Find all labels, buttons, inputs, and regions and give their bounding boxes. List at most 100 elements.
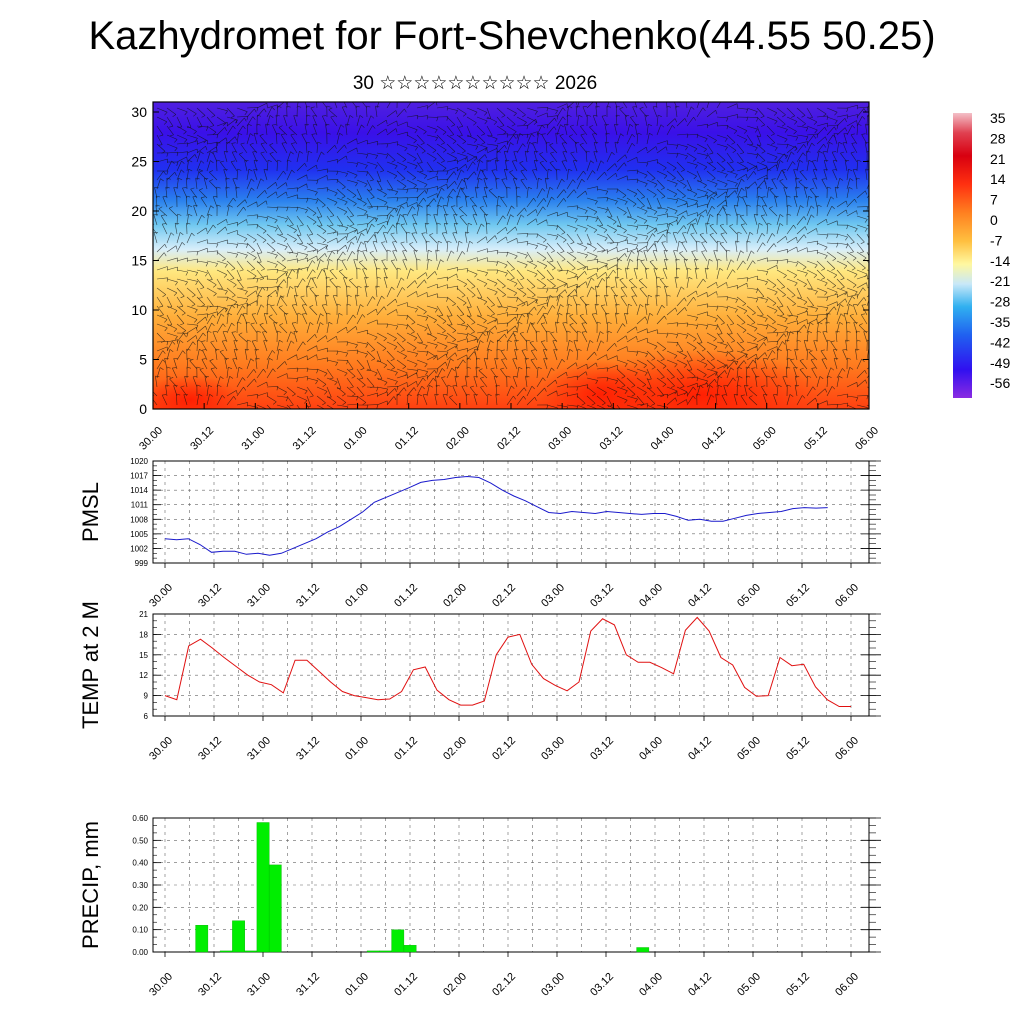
wind-barb [706, 378, 715, 388]
heatmap-xtick-label: 03.12 [597, 425, 625, 453]
wind-barb [356, 206, 368, 212]
wind-barb-flag [622, 195, 627, 198]
wind-barb-flag [802, 152, 806, 156]
wind-barb-flag [732, 269, 736, 273]
wind-barb [536, 305, 544, 316]
wind-barb-flag [640, 259, 645, 262]
wind-barb [766, 134, 776, 143]
wind-barb-flag [616, 114, 621, 117]
wind-barb-flag [861, 267, 866, 271]
wind-barb [736, 250, 741, 262]
wind-barb-flag [772, 367, 777, 369]
wind-barb-flag [470, 196, 475, 199]
wind-barb [546, 404, 558, 409]
wind-barb [486, 393, 489, 406]
wind-barb [672, 232, 678, 244]
wind-barb-flag [715, 110, 718, 115]
wind-barb-flag [693, 175, 697, 180]
wind-barb-flag [329, 258, 333, 262]
wind-barb [576, 348, 579, 361]
wind-barb-flag [574, 228, 578, 232]
wind-barb [232, 358, 238, 370]
wind-barb [386, 332, 397, 339]
wind-barb-flag [856, 120, 858, 125]
wind-barb [836, 200, 847, 208]
wind-barb-flag [326, 132, 331, 135]
wind-barb [742, 196, 748, 208]
wind-barb-flag [185, 281, 188, 286]
wind-barb-flag [328, 107, 333, 110]
wind-barb [176, 107, 188, 113]
wind-barb-flag [172, 341, 176, 345]
wind-barb [576, 190, 586, 199]
wind-barb-flag [615, 312, 620, 315]
wind-barb [376, 359, 387, 366]
wind-barb-flag [452, 330, 457, 334]
wind-barb [186, 323, 198, 326]
wind-barb [296, 215, 304, 226]
wind-barb-flag [753, 338, 757, 342]
wind-barb [166, 278, 178, 283]
wind-barb [796, 216, 805, 226]
wind-barb [386, 206, 398, 210]
wind-barb [276, 361, 286, 370]
wind-barb [581, 332, 588, 343]
wind-barb [536, 260, 548, 267]
wind-barb [501, 359, 508, 370]
wind-barb [826, 220, 838, 226]
wind-barb-flag [745, 186, 750, 189]
wind-barb-flag [783, 333, 787, 337]
wind-barb [776, 116, 786, 125]
wind-barb-flag [325, 294, 330, 297]
wind-barb [416, 197, 424, 208]
wind-barb [786, 278, 798, 284]
wind-barb-flag [581, 331, 587, 333]
wind-barb [486, 260, 498, 263]
wind-barb [546, 107, 558, 111]
wind-barb [832, 160, 838, 172]
wind-barb [636, 179, 648, 184]
wind-barb-flag [186, 222, 191, 225]
wind-barb [463, 178, 468, 190]
wind-barb-flag [695, 317, 698, 321]
wind-barb-flag [854, 291, 858, 296]
wind-barb-flag [779, 223, 784, 226]
wind-barb-flag [256, 123, 261, 126]
wind-barb-flag [526, 125, 529, 130]
wind-barb [486, 331, 491, 343]
wind-barb-flag [396, 309, 398, 314]
wind-barb [736, 296, 746, 304]
wind-barb-flag [199, 348, 203, 352]
wind-barb-flag [850, 151, 855, 154]
wind-barb-flag [713, 346, 718, 350]
wind-barb [346, 206, 354, 216]
wind-barb-flag [731, 142, 736, 145]
wind-barb [866, 104, 869, 109]
wind-barb-flag [533, 198, 537, 202]
wind-barb-flag [846, 108, 849, 113]
wind-barb-flag [263, 368, 267, 373]
wind-barb-flag [606, 264, 608, 269]
wind-barb-flag [166, 170, 169, 175]
wind-barb [203, 178, 208, 190]
wind-barb [506, 125, 517, 132]
wind-barb [383, 277, 388, 289]
wind-barb [436, 305, 444, 316]
wind-barb [216, 121, 228, 127]
wind-barb-flag [541, 124, 545, 129]
wind-barb-flag [594, 201, 598, 205]
wind-barb [796, 287, 802, 299]
wind-barb [676, 143, 688, 148]
wind-barb-flag [766, 336, 768, 341]
wind-barb-flag [213, 284, 217, 288]
wind-barb-flag [488, 348, 493, 352]
wind-barb [556, 304, 561, 316]
wind-barb-flag [716, 291, 718, 296]
wind-barb-flag [238, 132, 243, 136]
wind-barb-flag [876, 389, 878, 392]
wind-barb [786, 348, 788, 361]
wind-barb [546, 379, 556, 388]
wind-barb-flag [784, 139, 788, 143]
wind-barb [416, 368, 428, 372]
wind-barb-flag [760, 115, 765, 119]
